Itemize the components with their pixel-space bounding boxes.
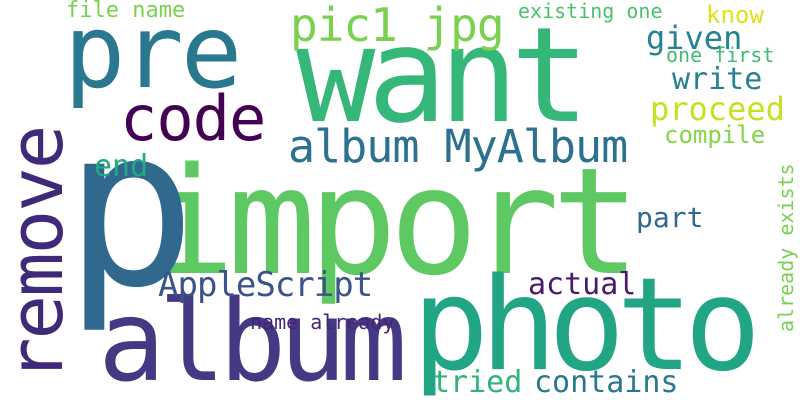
word-know: know — [706, 1, 764, 29]
word-pic1-jpg: pic1 jpg — [290, 0, 505, 52]
word-file-name: file name — [66, 0, 186, 23]
word-remove: remove — [0, 126, 80, 382]
word-code: code — [120, 82, 266, 155]
word-album: album — [98, 277, 407, 400]
word-one-first: one first — [666, 43, 775, 67]
word-compile: compile — [664, 121, 766, 149]
word-actual: actual — [528, 267, 637, 302]
word-write: write — [672, 62, 763, 97]
word-contains: contains — [534, 365, 679, 400]
word-given: given — [646, 19, 743, 57]
word-already-exists: already exists — [774, 163, 798, 332]
word-existing-one: existing one — [518, 0, 663, 23]
word-import: import — [146, 136, 641, 308]
word-want: want — [296, 0, 590, 153]
word-album-myalbum: album MyAlbum — [288, 120, 628, 173]
word-pre: pre — [64, 0, 242, 112]
word-name-already: name already — [250, 310, 395, 334]
word-p: p — [64, 80, 197, 336]
word-photo: photo — [412, 251, 761, 400]
word-proceed: proceed — [650, 90, 785, 128]
word-applescript: AppleScript — [158, 265, 373, 305]
word-tried: tried — [432, 365, 523, 400]
word-part: part — [636, 201, 704, 234]
word-end: end — [94, 149, 149, 184]
